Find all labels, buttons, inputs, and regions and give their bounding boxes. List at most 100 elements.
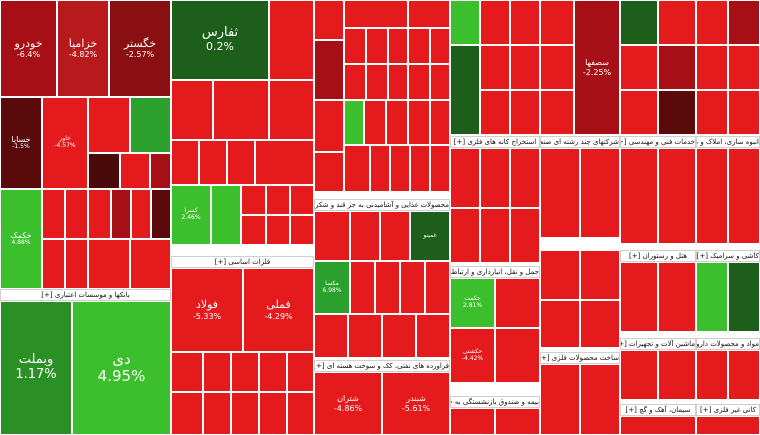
treemap-tile[interactable] [728, 262, 760, 332]
treemap-tile[interactable]: خزامیا -4.82% [57, 0, 109, 97]
treemap-tile[interactable] [408, 0, 450, 28]
treemap-tile[interactable]: حکشتی -4.42% [450, 328, 495, 383]
treemap-tile[interactable]: سصفها -2.25% [574, 0, 620, 135]
treemap-tile[interactable] [540, 0, 574, 45]
treemap-tile[interactable] [348, 314, 382, 358]
group-header-tile-ceramic[interactable]: کاشی و سرامیک [+] [696, 250, 760, 262]
treemap-tile[interactable] [203, 392, 231, 435]
treemap-tile[interactable]: فملی -4.29% [243, 268, 314, 352]
treemap-tile[interactable] [510, 0, 540, 45]
treemap-tile[interactable] [375, 261, 400, 314]
treemap-tile[interactable] [495, 278, 540, 328]
treemap-tile[interactable] [480, 208, 510, 263]
treemap-tile[interactable] [130, 239, 171, 289]
treemap-tile[interactable] [171, 140, 199, 185]
treemap-tile[interactable]: خودرو -6.4% [0, 0, 57, 97]
treemap-tile[interactable] [480, 0, 510, 45]
treemap-tile[interactable] [620, 90, 658, 135]
group-header-basic-metals[interactable]: فلزات اساسی [+] [171, 256, 314, 268]
group-header-construction[interactable]: انبوه سازی، املاک و مستغلات [+] [696, 136, 760, 148]
treemap-tile[interactable] [480, 45, 510, 90]
treemap-tile[interactable] [344, 0, 408, 28]
treemap-tile[interactable] [171, 392, 203, 435]
treemap-tile[interactable] [540, 364, 580, 435]
treemap-tile[interactable] [620, 416, 696, 435]
treemap-tile[interactable] [620, 350, 658, 400]
treemap-tile[interactable] [88, 239, 130, 289]
treemap-tile[interactable] [388, 64, 408, 100]
treemap-tile[interactable] [410, 145, 430, 192]
treemap-tile[interactable] [131, 189, 151, 239]
treemap-tile[interactable] [269, 80, 314, 140]
treemap-tile[interactable] [658, 45, 696, 90]
treemap-tile[interactable] [269, 0, 314, 80]
treemap-tile[interactable]: فولاد -5.33% [171, 268, 243, 352]
treemap-tile[interactable] [430, 28, 450, 64]
treemap-tile[interactable] [430, 100, 450, 145]
treemap-tile[interactable] [658, 262, 696, 332]
treemap-tile[interactable] [42, 239, 65, 289]
group-header-mining[interactable]: استخراج کانه های فلزی [+] [450, 136, 540, 148]
treemap-tile[interactable] [255, 140, 314, 185]
treemap-tile[interactable] [658, 148, 696, 244]
treemap-tile[interactable] [241, 185, 266, 215]
treemap-tile[interactable] [728, 45, 760, 90]
treemap-tile[interactable] [580, 250, 620, 300]
treemap-tile[interactable] [290, 185, 314, 215]
treemap-tile[interactable] [450, 45, 480, 135]
treemap-tile[interactable]: دی 4.95% [72, 301, 171, 435]
treemap-tile[interactable] [366, 28, 388, 64]
treemap-tile[interactable] [728, 148, 760, 244]
treemap-tile[interactable] [130, 97, 171, 153]
treemap-tile[interactable] [88, 189, 111, 239]
treemap-tile[interactable]: خکمک 4.88% [0, 189, 42, 289]
treemap-tile[interactable] [408, 28, 430, 64]
treemap-tile[interactable] [450, 208, 480, 263]
treemap-tile[interactable] [388, 28, 408, 64]
treemap-tile[interactable] [480, 90, 510, 135]
treemap-tile[interactable] [259, 352, 287, 392]
treemap-tile[interactable] [366, 64, 388, 100]
treemap-tile[interactable] [620, 148, 658, 244]
treemap-tile[interactable] [314, 100, 344, 152]
treemap-tile[interactable] [620, 0, 658, 45]
treemap-tile[interactable] [580, 364, 620, 435]
group-header-insurance[interactable]: بیمه و صندوق بازنشستگی به جز تامین [+] [450, 396, 540, 408]
treemap-tile[interactable] [580, 148, 620, 238]
treemap-tile[interactable] [171, 80, 213, 140]
treemap-tile[interactable] [211, 185, 241, 245]
treemap-tile[interactable]: کسرا 2.46% [171, 185, 211, 245]
treemap-tile[interactable] [150, 153, 171, 189]
treemap-tile[interactable] [408, 64, 430, 100]
treemap-tile[interactable] [696, 350, 728, 400]
treemap-tile[interactable] [88, 153, 120, 189]
group-header-hotels[interactable]: هتل و رستوران [+] [620, 250, 696, 262]
treemap-tile[interactable] [408, 100, 430, 145]
treemap-tile[interactable] [510, 148, 540, 208]
treemap-tile[interactable] [227, 140, 255, 185]
treemap-tile[interactable] [380, 211, 410, 261]
treemap-tile[interactable] [540, 45, 574, 90]
treemap-tile[interactable] [450, 408, 495, 435]
treemap-tile[interactable] [580, 300, 620, 348]
treemap-tile[interactable] [290, 215, 314, 245]
group-header-drugs[interactable]: مواد و محصولات دارویی [+] [696, 338, 760, 350]
group-header-non-metal[interactable]: کانی غیر فلزی [+] [696, 404, 760, 416]
group-header-bank[interactable]: بانکها و موسسات اعتباری [+] [0, 289, 171, 301]
treemap-tile[interactable] [350, 261, 375, 314]
treemap-tile[interactable] [287, 392, 314, 435]
treemap-tile[interactable] [540, 300, 580, 348]
treemap-tile[interactable] [510, 45, 540, 90]
treemap-tile[interactable] [42, 189, 65, 239]
treemap-tile[interactable] [510, 90, 540, 135]
treemap-tile[interactable] [344, 145, 370, 192]
treemap-tile[interactable] [344, 64, 366, 100]
treemap-tile[interactable]: شبندر -5.61% [382, 372, 450, 435]
treemap-tile[interactable]: خاور -4.57% [42, 97, 88, 189]
treemap-tile[interactable] [658, 90, 696, 135]
treemap-tile[interactable]: غمینو [410, 211, 450, 261]
group-header-multi[interactable]: شرکتهای چند رشته ای صنعتی [+] [540, 136, 620, 148]
treemap-tile[interactable] [450, 0, 480, 45]
treemap-tile[interactable]: وبملت 1.17% [0, 301, 72, 435]
treemap-tile[interactable] [88, 97, 130, 153]
